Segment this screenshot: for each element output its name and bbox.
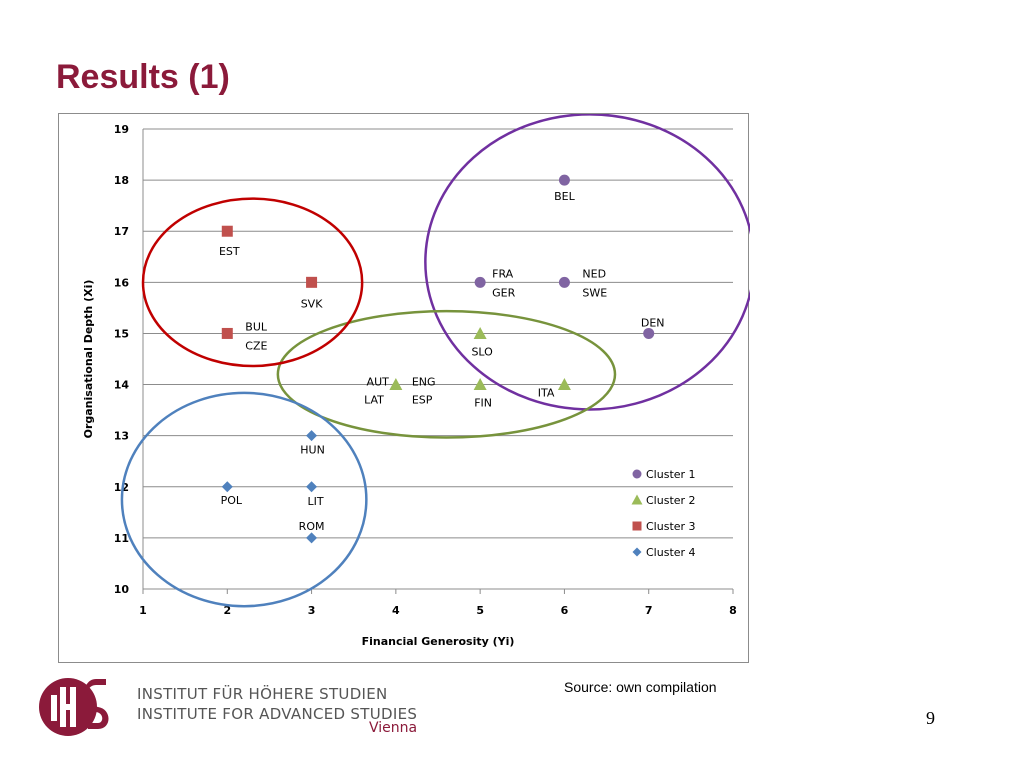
x-tick-label: 5 bbox=[476, 604, 484, 617]
cluster-1-point bbox=[643, 327, 655, 339]
x-tick-label: 1 bbox=[139, 604, 147, 617]
cluster-ellipse-1 bbox=[424, 114, 750, 411]
cluster-3-point bbox=[221, 327, 233, 339]
x-tick-label: 8 bbox=[729, 604, 737, 617]
y-tick-label: 17 bbox=[114, 225, 129, 238]
point-label: ROM bbox=[299, 520, 325, 533]
point-label: BEL bbox=[554, 190, 575, 203]
x-tick-label: 3 bbox=[308, 604, 316, 617]
point-label: EST bbox=[219, 245, 240, 258]
page-number: 9 bbox=[926, 708, 935, 728]
point-label: FRA bbox=[492, 267, 514, 280]
point-label: ESP bbox=[412, 394, 433, 407]
institute-name-german: INSTITUT FÜR HÖHERE STUDIEN bbox=[137, 685, 388, 703]
x-tick-label: 4 bbox=[392, 604, 400, 617]
legend-marker-cluster-4 bbox=[632, 547, 642, 557]
cluster-3-point bbox=[221, 225, 233, 237]
chart-frame: 10 11 12 13 14 15 16 17 18 19 1 2 3 4 5 6 7 8 Financial Ge… bbox=[58, 113, 750, 663]
legend-marker-cluster-3 bbox=[632, 521, 642, 531]
cluster-1-point bbox=[558, 276, 570, 288]
y-tick-label: 11 bbox=[114, 532, 129, 545]
y-tick-label: 12 bbox=[114, 481, 129, 494]
cluster-2-point bbox=[473, 326, 487, 339]
cluster-1-point bbox=[474, 276, 486, 288]
point-label: FIN bbox=[474, 397, 492, 410]
x-tick-label: 7 bbox=[645, 604, 653, 617]
cluster-ellipse-2 bbox=[276, 309, 617, 439]
point-label: HUN bbox=[300, 444, 325, 457]
x-tick-label: 2 bbox=[223, 604, 231, 617]
y-tick-label: 15 bbox=[114, 327, 129, 340]
point-label: BUL bbox=[245, 320, 268, 333]
cluster-1-point bbox=[558, 174, 570, 186]
point-label: GER bbox=[492, 286, 515, 299]
legend-label-cluster-2: Cluster 2 bbox=[646, 494, 696, 507]
point-label: ENG bbox=[412, 376, 436, 389]
cluster-ellipse-3 bbox=[141, 197, 364, 368]
x-tick-label: 6 bbox=[561, 604, 569, 617]
y-tick-label: 19 bbox=[114, 123, 129, 136]
point-label: AUT bbox=[367, 376, 390, 389]
institute-name-english: INSTITUTE FOR ADVANCED STUDIES bbox=[137, 705, 418, 723]
y-tick-label: 13 bbox=[114, 430, 129, 443]
cluster-3-point bbox=[306, 276, 318, 288]
x-axis-title: Financial Generosity (Yi) bbox=[362, 635, 515, 648]
point-label: NED bbox=[582, 267, 606, 280]
y-axis-title: Organisational Depth (Xi) bbox=[82, 280, 95, 439]
y-tick-label: 10 bbox=[114, 583, 130, 596]
point-label: SWE bbox=[582, 286, 607, 299]
institute-city: Vienna bbox=[369, 720, 418, 736]
legend-marker-cluster-2 bbox=[631, 494, 643, 505]
cluster-4-point bbox=[221, 481, 233, 493]
y-tick-label: 18 bbox=[114, 174, 129, 187]
point-label: POL bbox=[221, 494, 243, 507]
legend-label-cluster-1: Cluster 1 bbox=[646, 468, 696, 481]
point-label: LIT bbox=[308, 495, 324, 508]
point-label: SVK bbox=[301, 297, 324, 310]
point-label: SLO bbox=[471, 345, 493, 358]
legend-marker-cluster-1 bbox=[632, 469, 642, 479]
point-label: DEN bbox=[641, 316, 665, 329]
slide-title: Results (1) bbox=[56, 58, 230, 96]
cluster-4-point bbox=[306, 532, 318, 544]
legend-label-cluster-3: Cluster 3 bbox=[646, 520, 696, 533]
cluster-2-point bbox=[557, 378, 571, 391]
y-tick-label: 16 bbox=[114, 276, 130, 289]
cluster-4-point bbox=[306, 430, 318, 442]
cluster-2-point bbox=[389, 378, 403, 391]
point-label: ITA bbox=[538, 387, 555, 400]
cluster-4-point bbox=[306, 481, 318, 493]
legend-label-cluster-4: Cluster 4 bbox=[646, 546, 696, 559]
ihs-logo bbox=[39, 678, 109, 736]
y-tick-label: 14 bbox=[114, 379, 130, 392]
point-label: CZE bbox=[245, 339, 267, 352]
cluster-ellipse-4 bbox=[120, 391, 368, 608]
source-note: Source: own compilation bbox=[564, 679, 717, 695]
point-label: LAT bbox=[364, 394, 384, 407]
cluster-2-point bbox=[473, 378, 487, 391]
